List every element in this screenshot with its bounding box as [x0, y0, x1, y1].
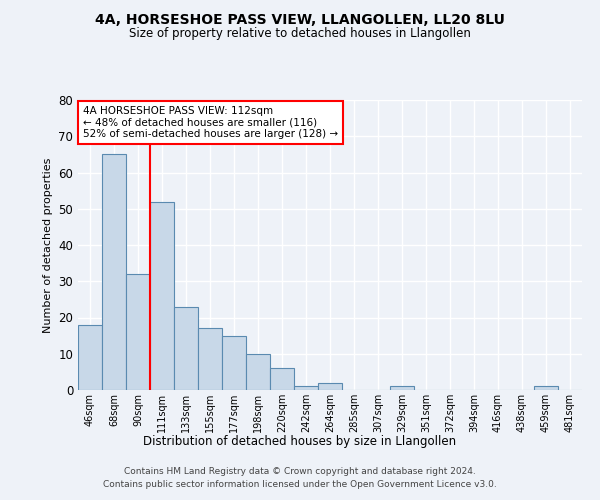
- Bar: [174, 306, 198, 390]
- Bar: [534, 386, 558, 390]
- Text: Distribution of detached houses by size in Llangollen: Distribution of detached houses by size …: [143, 435, 457, 448]
- Bar: [390, 386, 414, 390]
- Text: Contains HM Land Registry data © Crown copyright and database right 2024.: Contains HM Land Registry data © Crown c…: [124, 467, 476, 476]
- Text: 4A HORSESHOE PASS VIEW: 112sqm
← 48% of detached houses are smaller (116)
52% of: 4A HORSESHOE PASS VIEW: 112sqm ← 48% of …: [83, 106, 338, 139]
- Text: Size of property relative to detached houses in Llangollen: Size of property relative to detached ho…: [129, 28, 471, 40]
- Y-axis label: Number of detached properties: Number of detached properties: [43, 158, 53, 332]
- Bar: [270, 368, 294, 390]
- Bar: [150, 202, 174, 390]
- Bar: [318, 383, 342, 390]
- Bar: [102, 154, 126, 390]
- Bar: [198, 328, 222, 390]
- Text: 4A, HORSESHOE PASS VIEW, LLANGOLLEN, LL20 8LU: 4A, HORSESHOE PASS VIEW, LLANGOLLEN, LL2…: [95, 12, 505, 26]
- Text: Contains public sector information licensed under the Open Government Licence v3: Contains public sector information licen…: [103, 480, 497, 489]
- Bar: [222, 336, 246, 390]
- Bar: [246, 354, 270, 390]
- Bar: [78, 325, 102, 390]
- Bar: [126, 274, 150, 390]
- Bar: [294, 386, 318, 390]
